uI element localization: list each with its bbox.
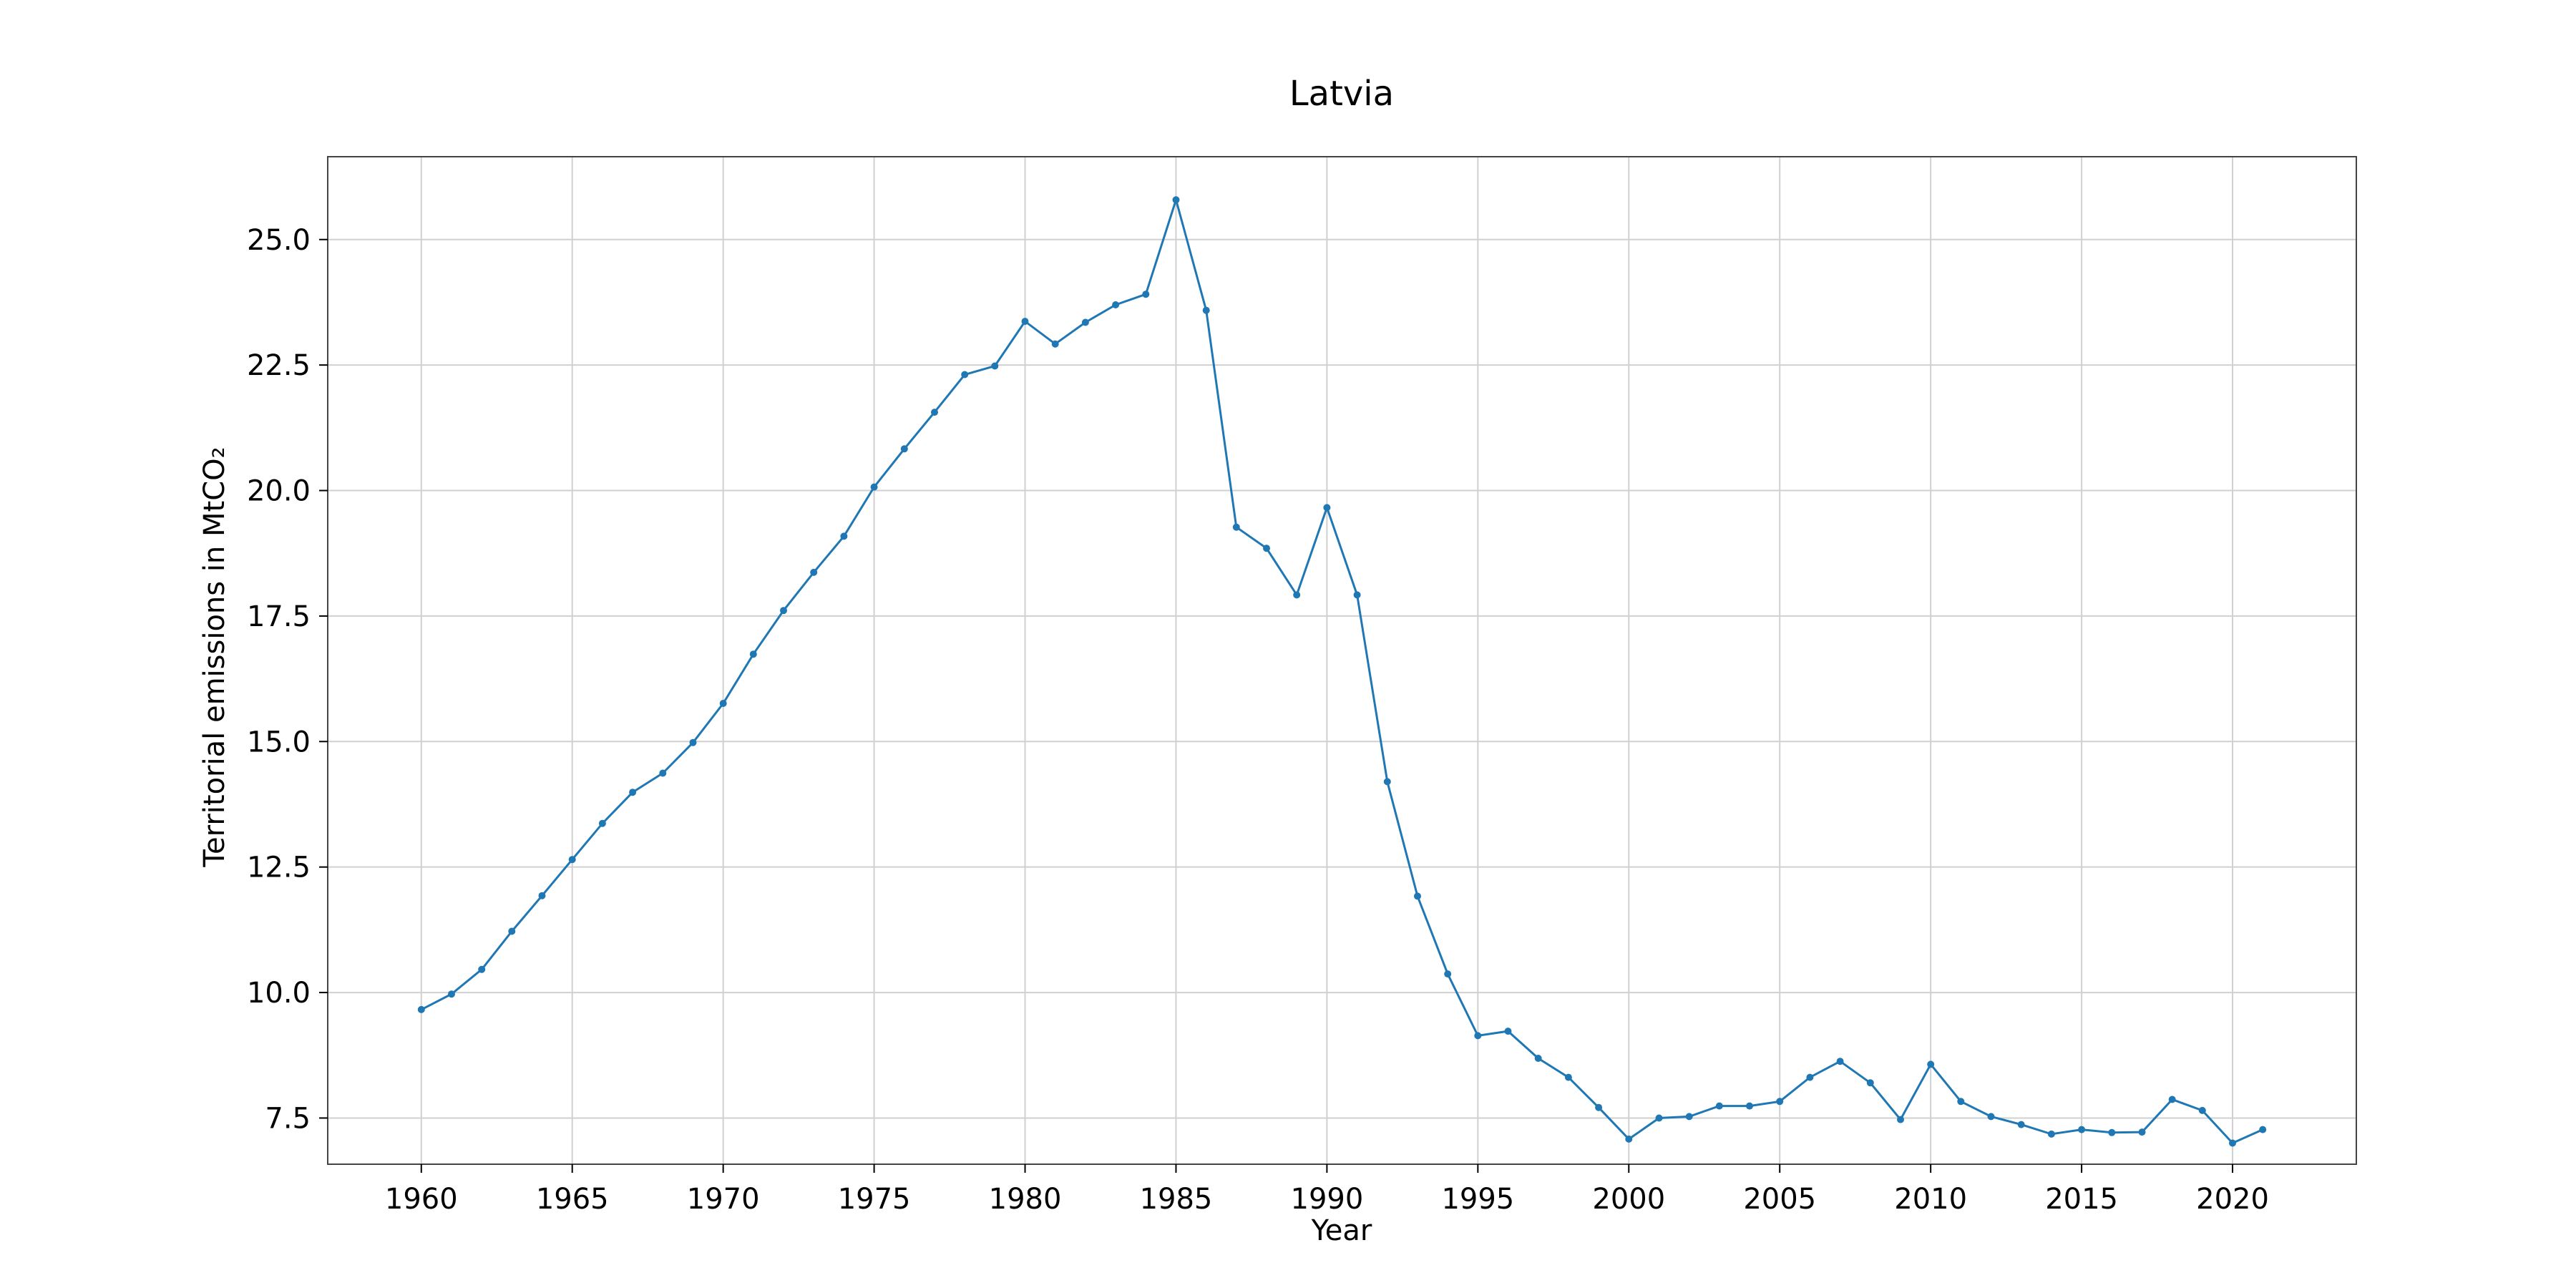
data-point [1564,1073,1572,1081]
data-point [1655,1114,1663,1122]
data-point [2229,1139,2236,1147]
data-point [1353,591,1361,599]
data-point [961,371,969,379]
y-tick-label: 12.5 [247,852,311,884]
data-point [2017,1121,2025,1128]
x-tick-label: 2015 [2045,1183,2118,1216]
data-point [810,568,818,576]
x-tick-label: 1985 [1140,1183,1213,1216]
plot-frame [327,156,2357,1165]
x-tick-label: 1965 [536,1183,609,1216]
x-tick-label: 2020 [2196,1183,2269,1216]
data-point [1836,1058,1844,1065]
data-point [719,700,727,707]
data-point [1051,340,1059,348]
data-point [870,483,878,491]
grid-layer [328,157,2356,1164]
data-point [1263,545,1270,552]
data-point [1987,1113,1995,1121]
data-point [689,738,697,746]
data-point [478,965,486,973]
data-point [1444,970,1452,978]
data-point [1504,1028,1512,1035]
y-tick-label: 10.0 [247,977,311,1010]
x-tick-label: 1970 [687,1183,760,1216]
y-tick-label: 20.0 [247,475,311,508]
data-point [1142,291,1150,298]
chart-title: Latvia [1289,74,1394,114]
y-tick-label: 25.0 [247,224,311,257]
data-point [1172,196,1180,204]
x-tick-label: 1975 [838,1183,911,1216]
data-point [1595,1103,1603,1111]
data-point [508,927,516,935]
data-point [1081,318,1089,326]
data-point [659,769,667,777]
data-point [900,445,908,453]
data-point [1383,778,1391,786]
data-point [1625,1135,1633,1143]
data-point [1323,504,1331,512]
data-point [1293,591,1301,599]
x-tick-label: 1995 [1441,1183,1514,1216]
data-point [1685,1113,1693,1121]
data-point [568,856,576,864]
data-point [1715,1102,1723,1110]
tick-layer: 1960 1965 1970 1975 1980 1985 1990 1995 2000 2005… [247,224,2269,1216]
data-point [629,789,637,796]
x-tick-label: 1960 [385,1183,458,1216]
y-tick-label: 17.5 [247,600,311,633]
data-point [1776,1098,1784,1106]
data-point [417,1005,425,1013]
data-point [2047,1130,2055,1138]
x-tick-label: 1990 [1291,1183,1364,1216]
x-tick-label: 2005 [1743,1183,1816,1216]
data-point [2259,1126,2267,1133]
y-tick-label: 22.5 [247,349,311,382]
data-point [1534,1055,1542,1062]
data-point [1232,523,1240,531]
data-point [1927,1060,1935,1068]
emissions-line [421,196,2263,1145]
x-axis-label: Year [1311,1214,1372,1247]
y-axis-label: Territorial emissions in MtCO₂ [198,447,231,867]
data-point [2108,1128,2116,1136]
data-point [1474,1032,1482,1040]
data-point [931,409,938,416]
y-tick-label: 15.0 [247,726,311,758]
x-tick-label: 2010 [1894,1183,1967,1216]
x-tick-label: 1980 [989,1183,1062,1216]
data-point [2078,1126,2086,1133]
data-point [2168,1096,2176,1103]
data-point [1202,306,1210,314]
data-point [1414,892,1421,900]
data-point [991,362,999,370]
data-point [1957,1098,1965,1106]
data-point [1021,318,1029,326]
data-point [538,892,546,899]
data-point [840,532,848,540]
data-point [749,650,757,658]
data-point [2138,1128,2146,1136]
data-point [1866,1079,1874,1087]
x-tick-label: 2000 [1592,1183,1665,1216]
data-point [598,819,606,827]
data-point [1746,1102,1753,1110]
data-point [2198,1106,2206,1114]
data-point [448,990,455,998]
series-layer [417,196,2267,1147]
data-point [1112,301,1120,308]
data-point [780,607,787,615]
data-point [1897,1116,1904,1123]
data-point [1806,1073,1814,1081]
y-tick-label: 7.5 [265,1102,311,1135]
